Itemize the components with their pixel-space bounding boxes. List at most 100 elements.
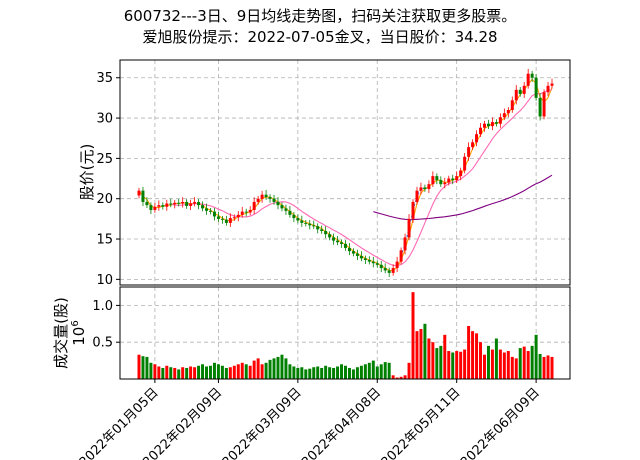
volume-bar — [435, 348, 439, 379]
volume-bar — [312, 367, 316, 379]
volume-bar — [304, 369, 308, 379]
candle-body — [312, 225, 316, 227]
candle-body — [379, 264, 383, 269]
volume-bar — [407, 362, 411, 379]
volume-bar — [300, 367, 304, 379]
candle-body — [530, 73, 534, 78]
volume-bar — [542, 356, 546, 379]
volume-bar — [280, 354, 284, 379]
candle-body — [145, 201, 149, 206]
candle-body — [423, 187, 427, 190]
candle-body — [292, 214, 296, 219]
candle-body — [296, 218, 300, 221]
volume-bar — [498, 349, 502, 379]
candle-body — [467, 147, 471, 157]
volume-bar — [252, 360, 256, 379]
candle-body — [351, 251, 355, 254]
volume-y-tick-label: 0.5 — [92, 336, 113, 351]
candle-body — [232, 217, 236, 219]
candle-body — [435, 176, 439, 181]
volume-bar — [391, 375, 395, 379]
volume-bar — [546, 355, 550, 379]
volume-bar — [490, 349, 494, 379]
volume-scale-power: 6 — [70, 320, 81, 326]
volume-bar — [355, 367, 359, 379]
volume-bar — [316, 366, 320, 379]
chart-title: 600732---3日、9日均线走势图，扫码关注获取更多股票。 — [123, 7, 517, 25]
candle-body — [252, 201, 256, 210]
volume-bar — [205, 366, 208, 379]
candle-body — [498, 117, 502, 124]
volume-bar — [284, 358, 288, 379]
price-y-tick-label: 20 — [96, 192, 113, 207]
volume-bar — [336, 366, 340, 379]
x-tick-label: 2022年01月05日 — [77, 385, 162, 460]
candle-body — [149, 205, 153, 210]
volume-bar — [483, 354, 486, 379]
candle-body — [534, 77, 538, 98]
candle-body — [403, 237, 407, 251]
volume-bar — [447, 351, 451, 379]
candle-body — [439, 180, 443, 185]
candle-body — [208, 210, 212, 212]
candle-body — [387, 270, 391, 273]
volume-bar — [197, 365, 201, 379]
candle-body — [320, 229, 324, 231]
volume-bar — [220, 365, 224, 379]
volume-bar — [169, 367, 173, 379]
price-y-tick-label: 10 — [96, 273, 113, 288]
volume-bar — [272, 358, 276, 379]
candle-body — [399, 250, 403, 262]
candle-body — [284, 208, 288, 211]
candle-body — [347, 247, 351, 252]
volume-bar — [145, 356, 149, 379]
candle-body — [308, 223, 312, 226]
candle-body — [280, 205, 284, 209]
price-grid — [120, 60, 570, 285]
candle-body — [336, 240, 340, 243]
volume-bar — [538, 353, 542, 379]
candle-body — [383, 268, 387, 271]
price-y-tick-label: 25 — [96, 152, 113, 167]
candle-body — [483, 123, 486, 128]
volume-bar — [157, 366, 161, 379]
volume-bar — [479, 342, 483, 379]
candle-body — [228, 218, 232, 223]
candle-body — [304, 222, 308, 224]
volume-bar — [324, 365, 328, 379]
volume-bar — [137, 354, 141, 379]
candle-body — [502, 113, 506, 118]
volume-bar — [506, 351, 510, 379]
volume-scale-exponent: 106 — [70, 320, 88, 345]
candle-body — [526, 73, 530, 86]
volume-bar — [141, 356, 145, 379]
candle-body — [201, 205, 205, 209]
candle-body — [153, 206, 157, 210]
x-tick-label: 2022年04月08日 — [299, 385, 384, 460]
volume-bar — [185, 367, 189, 379]
candle-body — [407, 218, 411, 238]
candle-body — [518, 89, 522, 94]
price-y-tick-label: 35 — [96, 71, 113, 86]
volume-y-axis: 0.5 1.0 — [92, 299, 120, 351]
volume-bar — [161, 367, 165, 379]
candle-body — [161, 205, 165, 207]
volume-bar — [165, 365, 169, 379]
candle-body — [459, 170, 463, 177]
volume-bar — [276, 356, 280, 379]
volume-bar — [387, 362, 391, 379]
candle-body — [395, 261, 399, 269]
price-y-tick-label: 30 — [96, 112, 113, 127]
volume-bar — [367, 362, 371, 379]
candle-body — [471, 142, 475, 148]
volume-bar — [471, 331, 475, 379]
volume-bar — [201, 364, 205, 379]
volume-bar — [181, 367, 185, 379]
volume-bar — [216, 364, 220, 379]
candle-body — [272, 198, 276, 202]
volume-bar — [530, 345, 534, 379]
volume-bar — [514, 358, 518, 379]
candle-body — [193, 201, 197, 204]
price-panel: 10 15 20 25 30 35 股价(元) — [78, 59, 571, 288]
